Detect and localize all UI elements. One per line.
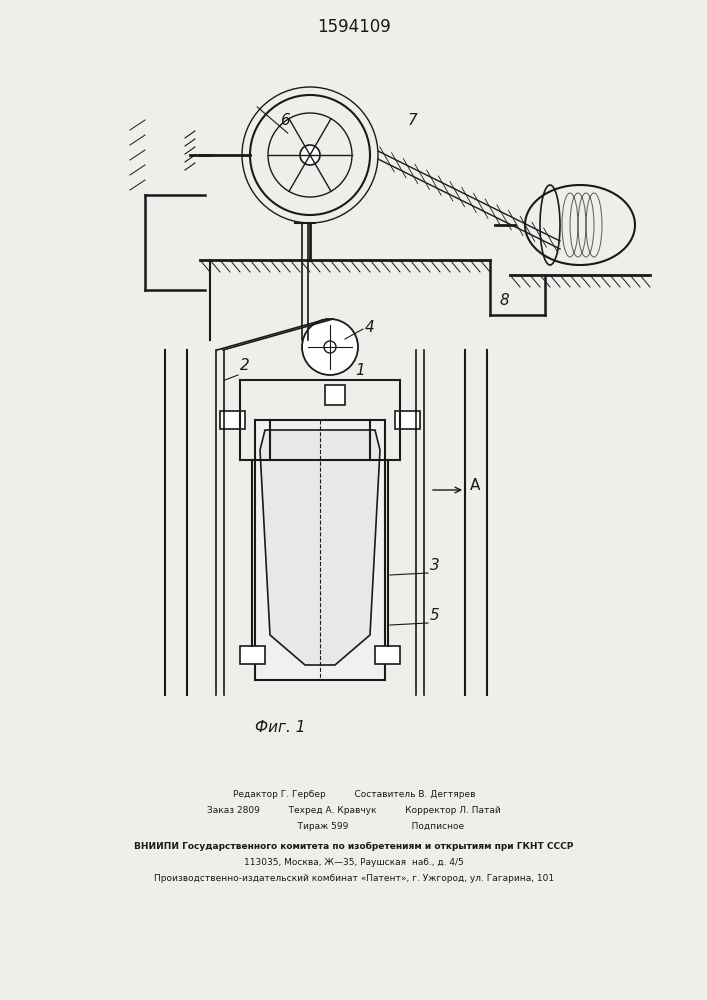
Text: Фиг. 1: Фиг. 1	[255, 720, 305, 735]
Text: Заказ 2809          Техред А. Кравчук          Корректор Л. Патай: Заказ 2809 Техред А. Кравчук Корректор Л…	[207, 806, 501, 815]
Bar	[240, 646, 265, 664]
Polygon shape	[260, 430, 380, 665]
Text: A: A	[470, 478, 480, 493]
Text: 2: 2	[240, 358, 250, 373]
Bar	[325, 385, 345, 405]
Bar	[220, 411, 245, 429]
Text: 1594109: 1594109	[317, 18, 391, 36]
Text: 113035, Москва, Ж—35, Раушская  наб., д. 4/5: 113035, Москва, Ж—35, Раушская наб., д. …	[244, 858, 464, 867]
Text: 1: 1	[355, 363, 365, 378]
Text: 4: 4	[365, 320, 375, 335]
Bar	[375, 646, 400, 664]
Text: Производственно-издательский комбинат «Патент», г. Ужгород, ул. Гагарина, 101: Производственно-издательский комбинат «П…	[154, 874, 554, 883]
Text: 7: 7	[408, 113, 418, 128]
Bar	[395, 411, 420, 429]
Text: Тираж 599                      Подписное: Тираж 599 Подписное	[243, 822, 464, 831]
Text: Редактор Г. Гербер          Составитель В. Дегтярев: Редактор Г. Гербер Составитель В. Дегтяр…	[233, 790, 475, 799]
Circle shape	[324, 341, 336, 353]
Text: ВНИИПИ Государственного комитета по изобретениям и открытиям при ГКНТ СССР: ВНИИПИ Государственного комитета по изоб…	[134, 842, 573, 851]
Bar	[255, 420, 385, 680]
Text: 5: 5	[430, 608, 440, 623]
Text: 8: 8	[500, 293, 510, 308]
Circle shape	[300, 145, 320, 165]
Circle shape	[302, 319, 358, 375]
Text: 3: 3	[430, 558, 440, 573]
Text: 6: 6	[280, 113, 290, 128]
